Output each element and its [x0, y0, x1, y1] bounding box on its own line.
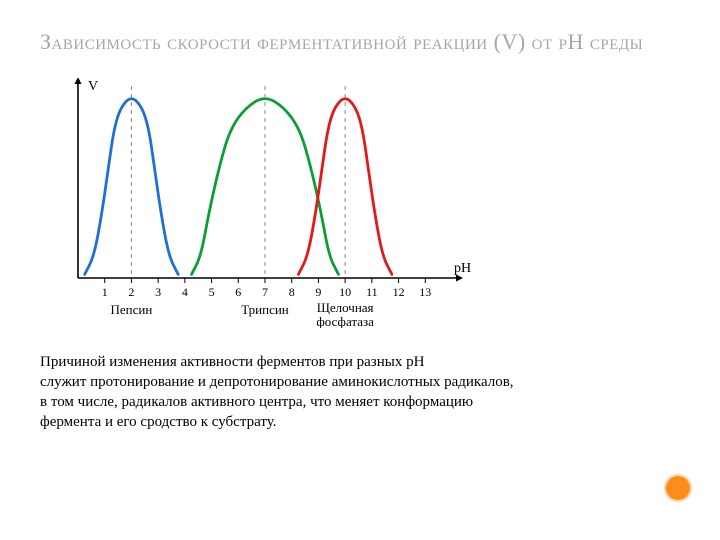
svg-text:1: 1	[102, 285, 108, 299]
svg-text:5: 5	[209, 285, 215, 299]
svg-text:10: 10	[339, 285, 351, 299]
svg-text:V: V	[88, 79, 98, 94]
svg-text:фосфатаза: фосфатаза	[316, 314, 374, 328]
caption-text: Причиной изменения активности ферментов …	[40, 352, 680, 433]
ph-activity-chart: VpH12345678910111213ПепсинТрипсинЩелочна…	[42, 78, 482, 328]
svg-text:8: 8	[289, 285, 295, 299]
svg-text:7: 7	[262, 285, 268, 299]
svg-text:9: 9	[315, 285, 321, 299]
svg-text:3: 3	[155, 285, 161, 299]
svg-text:Пепсин: Пепсин	[111, 302, 153, 317]
svg-text:pH: pH	[454, 261, 471, 276]
svg-text:12: 12	[393, 285, 405, 299]
slide-title: Зависимость скорости ферментативной реак…	[40, 28, 680, 56]
svg-text:11: 11	[366, 285, 378, 299]
svg-text:13: 13	[419, 285, 431, 299]
svg-text:6: 6	[235, 285, 241, 299]
chart-container: VpH12345678910111213ПепсинТрипсинЩелочна…	[42, 78, 680, 328]
slide: Зависимость скорости ферментативной реак…	[0, 0, 720, 540]
svg-text:Трипсин: Трипсин	[241, 302, 289, 317]
svg-text:4: 4	[182, 285, 188, 299]
svg-text:Щелочная: Щелочная	[317, 300, 374, 315]
decoration-dot-icon	[664, 474, 692, 502]
svg-text:2: 2	[128, 285, 134, 299]
